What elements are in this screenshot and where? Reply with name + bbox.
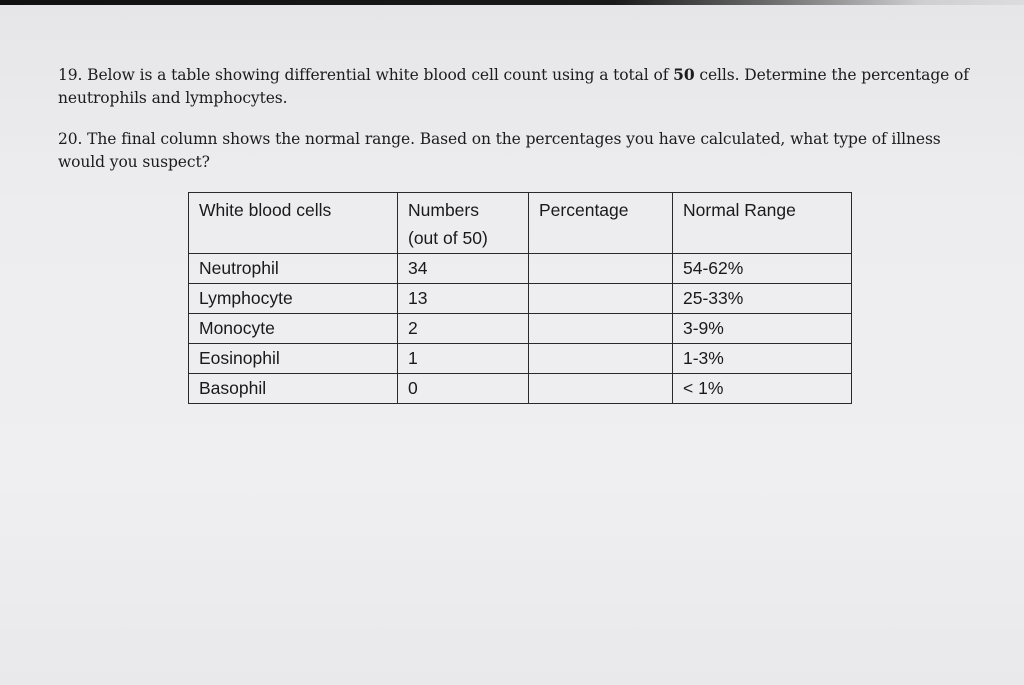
- table-row: Neutrophil 34 54-62%: [188, 253, 852, 284]
- table-header-row: White blood cells Numbers (out of 50) Per…: [188, 192, 852, 254]
- cell-number: 1: [397, 343, 529, 374]
- photo-top-edge: [0, 0, 1024, 5]
- cell-normal-range: < 1%: [672, 373, 852, 404]
- cell-percentage[interactable]: [528, 313, 673, 344]
- cell-percentage[interactable]: [528, 283, 673, 314]
- header-white-blood-cells: White blood cells: [188, 192, 398, 254]
- wbc-differential-table: White blood cells Numbers (out of 50) Per…: [188, 192, 852, 404]
- table-row: Monocyte 2 3-9%: [188, 313, 852, 344]
- cell-type: Monocyte: [188, 313, 398, 344]
- header-percentage: Percentage: [528, 192, 673, 254]
- table-row: Lymphocyte 13 25-33%: [188, 283, 852, 314]
- cell-percentage[interactable]: [528, 253, 673, 284]
- question-19-total: 50: [673, 65, 695, 84]
- cell-number: 0: [397, 373, 529, 404]
- cell-number: 34: [397, 253, 529, 284]
- header-numbers-line2: (out of 50): [408, 228, 488, 248]
- header-numbers: Numbers (out of 50): [397, 192, 529, 254]
- cell-normal-range: 54-62%: [672, 253, 852, 284]
- question-19-text: 19. Below is a table showing differentia…: [58, 66, 674, 84]
- cell-normal-range: 3-9%: [672, 313, 852, 344]
- question-19: 19. Below is a table showing differentia…: [58, 63, 978, 110]
- cell-percentage[interactable]: [528, 343, 673, 374]
- header-normal-range: Normal Range: [672, 192, 852, 254]
- question-20-text: 20. The final column shows the normal ra…: [58, 130, 941, 171]
- question-20: 20. The final column shows the normal ra…: [58, 128, 988, 174]
- cell-type: Neutrophil: [188, 253, 398, 284]
- cell-number: 2: [397, 313, 529, 344]
- cell-type: Basophil: [188, 373, 398, 404]
- cell-normal-range: 1-3%: [672, 343, 852, 374]
- cell-type: Lymphocyte: [188, 283, 398, 314]
- cell-normal-range: 25-33%: [672, 283, 852, 314]
- cell-type: Eosinophil: [188, 343, 398, 374]
- table-row: Basophil 0 < 1%: [188, 373, 852, 404]
- cell-percentage[interactable]: [528, 373, 673, 404]
- header-numbers-line1: Numbers: [408, 200, 479, 220]
- cell-number: 13: [397, 283, 529, 314]
- table-row: Eosinophil 1 1-3%: [188, 343, 852, 374]
- question-19-text-end: cells. Determine the percentage of neutr…: [58, 66, 969, 107]
